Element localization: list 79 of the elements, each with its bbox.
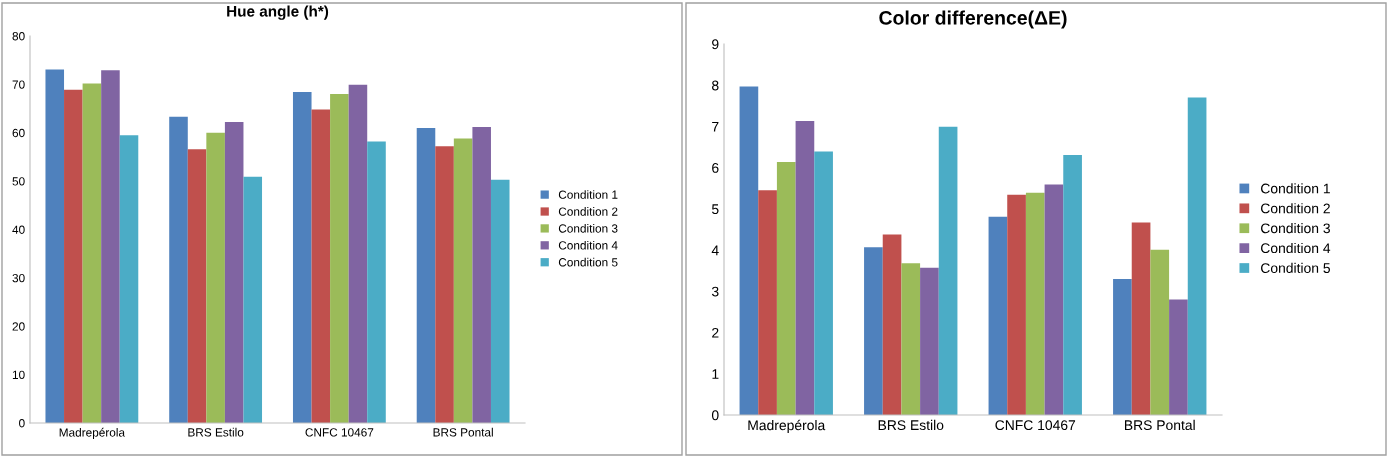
bar xyxy=(938,126,958,415)
legend-label: Condition 4 xyxy=(1261,242,1331,254)
bar xyxy=(1063,154,1082,415)
bar xyxy=(988,216,1008,415)
bar xyxy=(758,190,777,415)
legend-label: Condition 1 xyxy=(558,190,618,199)
bar xyxy=(1150,249,1170,415)
y-tick-label: 2 xyxy=(712,327,719,338)
y-tick-label: 9 xyxy=(712,39,719,50)
bar xyxy=(453,138,473,423)
bar xyxy=(1007,194,1026,415)
y-tick-label: 30 xyxy=(12,273,25,283)
bar xyxy=(416,127,436,423)
y-tick-label: 50 xyxy=(12,177,25,186)
y-tick-label: 10 xyxy=(12,370,25,380)
legend-label: Condition 4 xyxy=(558,240,618,250)
bar xyxy=(901,263,921,415)
bar xyxy=(82,83,102,423)
bar xyxy=(490,179,510,423)
y-tick-label: 4 xyxy=(711,245,719,256)
x-tick-label: BRS Estilo xyxy=(188,427,244,437)
bar xyxy=(472,126,491,423)
bar xyxy=(1169,299,1188,415)
y-tick-label: 80 xyxy=(12,32,25,41)
y-tick-label: 1 xyxy=(712,369,719,379)
bar xyxy=(292,92,312,423)
y-tick-label: 60 xyxy=(12,128,25,138)
bar xyxy=(64,89,83,423)
bar xyxy=(224,122,244,423)
x-tick-label: BRS Pontal xyxy=(433,427,493,437)
x-tick-label: Madrepérola xyxy=(59,427,126,439)
bar xyxy=(920,267,939,415)
bar xyxy=(45,69,65,423)
y-tick-label: 0 xyxy=(19,419,25,428)
bar xyxy=(169,116,188,423)
bar xyxy=(776,161,796,415)
legend-label: Condition 2 xyxy=(1261,203,1330,214)
legend-label: Condition 5 xyxy=(558,257,618,267)
bar xyxy=(739,86,759,415)
bar xyxy=(330,94,349,423)
y-tick-label: 20 xyxy=(12,322,25,331)
y-tick-label: 3 xyxy=(711,286,719,297)
bar xyxy=(1044,184,1064,415)
legend-label: Condition 1 xyxy=(1261,183,1330,194)
bar xyxy=(814,151,833,415)
bar xyxy=(864,247,883,415)
legend-label: Condition 5 xyxy=(1261,262,1330,274)
chart-title: Color difference(ΔE) xyxy=(879,10,1067,29)
bar xyxy=(348,84,368,423)
bar xyxy=(206,132,225,423)
y-tick-label: 6 xyxy=(712,163,719,173)
x-tick-label: BRS Pontal xyxy=(1124,419,1195,431)
bar xyxy=(243,176,263,423)
x-tick-label: Madrepérola xyxy=(748,419,826,433)
bar xyxy=(1187,97,1207,415)
y-tick-label: 0 xyxy=(711,410,719,421)
legend-label: Condition 3 xyxy=(558,224,618,233)
bar xyxy=(367,141,386,423)
bar xyxy=(882,234,902,415)
y-tick-label: 8 xyxy=(712,80,719,91)
y-tick-label: 5 xyxy=(711,204,719,215)
x-tick-label: CNFC 10467 xyxy=(995,420,1076,431)
bar xyxy=(1025,192,1045,415)
legend-label: Condition 3 xyxy=(1261,223,1330,234)
bar xyxy=(795,121,815,415)
bar xyxy=(187,149,207,423)
legend-label: Condition 2 xyxy=(558,207,618,216)
bar xyxy=(1131,222,1151,415)
y-tick-label: 70 xyxy=(12,80,25,89)
y-tick-label: 7 xyxy=(712,121,719,132)
y-tick-label: 40 xyxy=(12,225,25,234)
bar xyxy=(311,109,331,423)
x-tick-label: CNFC 10467 xyxy=(305,428,374,437)
bar xyxy=(119,135,139,423)
x-tick-label: BRS Estilo xyxy=(878,419,944,431)
bar xyxy=(435,146,454,423)
bar xyxy=(1113,278,1132,415)
bar xyxy=(101,70,120,423)
chart-title: Hue angle (h*) xyxy=(227,5,329,20)
